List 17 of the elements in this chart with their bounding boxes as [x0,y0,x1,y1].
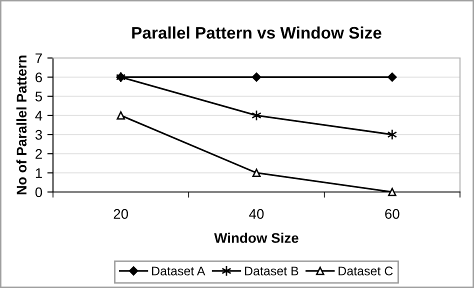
y-tick-label: 7 [36,53,42,64]
legend-label: Dataset B [245,266,298,276]
y-axis-title: No of Parallel Pattern [16,56,27,194]
x-axis-title: Window Size [214,232,298,243]
y-tick-label: 0 [35,187,42,198]
x-tick-label: 20 [114,209,128,219]
y-tick-label: 6 [36,72,42,82]
legend-label: Dataset A [152,266,206,276]
y-tick-label: 3 [35,130,42,140]
y-tick-label: 2 [36,149,42,159]
chart-title: Parallel Pattern vs Window Size [132,26,382,39]
legend-label: Dataset C [338,266,393,276]
y-tick-label: 4 [35,110,42,120]
x-tick-label: 60 [385,209,400,219]
y-tick-label: 5 [35,92,42,102]
y-tick-label: 1 [36,168,42,178]
x-tick-label: 40 [249,209,264,219]
